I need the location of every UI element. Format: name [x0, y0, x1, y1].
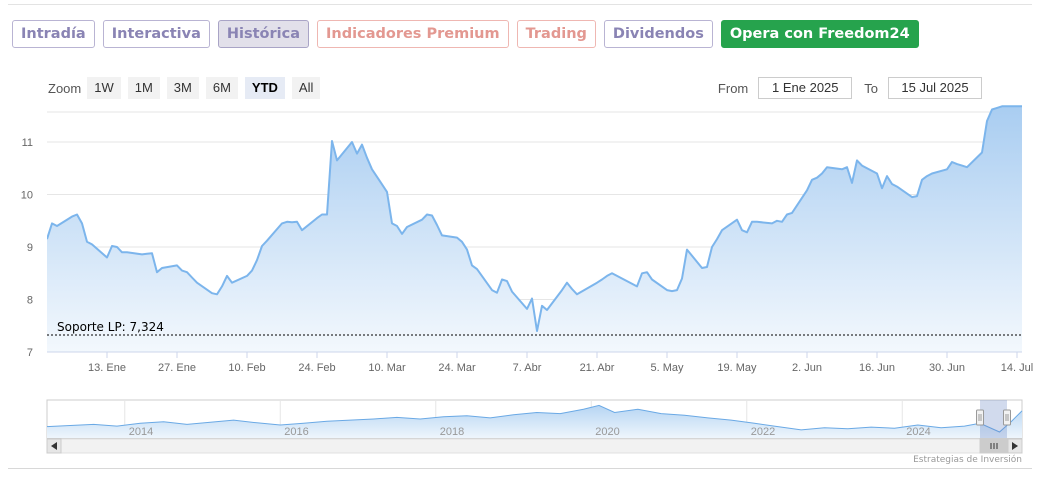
zoom-all-button[interactable]: All: [291, 77, 321, 99]
credits-text: Estrategias de Inversión: [913, 455, 1022, 465]
from-label: From: [717, 80, 749, 96]
price-area: [47, 106, 1022, 352]
zoom-1w-button[interactable]: 1W: [87, 77, 121, 99]
to-label: To: [864, 80, 878, 96]
zoom-label: Zoom: [48, 80, 82, 96]
tab-bar: Intradía Interactiva Histórica Indicador…: [12, 20, 919, 48]
tab-trading[interactable]: Trading: [516, 20, 596, 48]
navigator-year-label: 2022: [751, 426, 775, 438]
navigator-line: [46, 404, 1023, 433]
zoom-3m-button[interactable]: 3M: [166, 77, 199, 99]
x-tick-label: 27. Ene: [158, 362, 196, 374]
navigator-right-handle[interactable]: [1003, 409, 1011, 426]
tab-intradia[interactable]: Intradía: [12, 20, 95, 48]
price-line: [47, 105, 1022, 332]
opera-freedom24-button[interactable]: Opera con Freedom24: [720, 20, 919, 48]
navigator-left-handle[interactable]: [976, 409, 985, 426]
tab-historica[interactable]: Histórica: [217, 20, 310, 48]
navigator-year-label: 2018: [440, 426, 464, 438]
top-divider: [8, 4, 1032, 5]
x-tick-label: 16. Jun: [859, 362, 895, 374]
navigator-year-label: 2014: [129, 426, 153, 438]
x-tick-label: 13. Ene: [88, 362, 126, 374]
handle-body: [1003, 409, 1011, 426]
scrollbar-track[interactable]: [46, 438, 1023, 454]
handle-body: [976, 409, 985, 426]
x-axis: 13. Ene 27. Ene 10. Feb 24. Feb 10. Mar 24. M…: [47, 351, 1033, 374]
x-tick-label: 14. Jul: [1001, 362, 1033, 374]
y-axis: 7 8 9 10 11: [21, 137, 33, 359]
y-tick-label: 7: [27, 347, 33, 359]
navigator-area: [47, 405, 1022, 438]
x-tick-label: 10. Mar: [368, 362, 406, 374]
arrow-left-icon: [51, 442, 57, 450]
navigator-year-label: 2016: [284, 426, 308, 438]
navigator-year-label: 2020: [595, 426, 619, 438]
y-tick-label: 9: [27, 242, 33, 254]
x-tick-label: 30. Jun: [929, 362, 965, 374]
y-tick-label: 11: [22, 137, 33, 149]
x-tick-label: 21. Abr: [580, 362, 615, 374]
support-line: Soporte LP: 7,324: [47, 320, 1022, 336]
to-date-input[interactable]: 15 Jul 2025: [888, 77, 982, 99]
tab-dividendos[interactable]: Dividendos: [603, 20, 713, 48]
zoom-1m-button[interactable]: 1M: [127, 77, 160, 99]
x-tick-label: 24. Mar: [438, 362, 476, 374]
navigator-selection[interactable]: [980, 400, 1007, 438]
y-tick-label: 10: [21, 190, 33, 202]
x-tick-label: 5. May: [650, 362, 684, 374]
zoom-selector: Zoom 1W 1M 3M 6M YTD All: [48, 77, 327, 99]
y-tick-label: 8: [27, 295, 33, 307]
zoom-ytd-button[interactable]: YTD: [244, 77, 285, 99]
scrollbar[interactable]: [46, 438, 1023, 454]
support-label: Soporte LP: 7,324: [57, 320, 164, 334]
tab-indicadores-premium[interactable]: Indicadores Premium: [317, 20, 509, 48]
zoom-6m-button[interactable]: 6M: [205, 77, 238, 99]
date-range: From 1 Ene 2025 To 15 Jul 2025: [718, 77, 982, 99]
x-tick-label: 24. Feb: [298, 362, 335, 374]
bottom-divider: [8, 468, 1032, 469]
tab-interactiva[interactable]: Interactiva: [102, 20, 210, 48]
arrow-right-icon: [1012, 442, 1018, 450]
x-tick-label: 10. Feb: [228, 362, 265, 374]
x-tick-label: 7. Abr: [513, 362, 542, 374]
navigator[interactable]: 2014 2016 2018 2020 2022 2024: [46, 399, 1023, 439]
x-tick-label: 19. May: [717, 362, 757, 374]
price-series: [47, 105, 1022, 352]
from-date-input[interactable]: 1 Ene 2025: [758, 77, 853, 99]
x-tick-label: 2. Jun: [792, 362, 822, 374]
navigator-year-label: 2024: [906, 426, 930, 438]
